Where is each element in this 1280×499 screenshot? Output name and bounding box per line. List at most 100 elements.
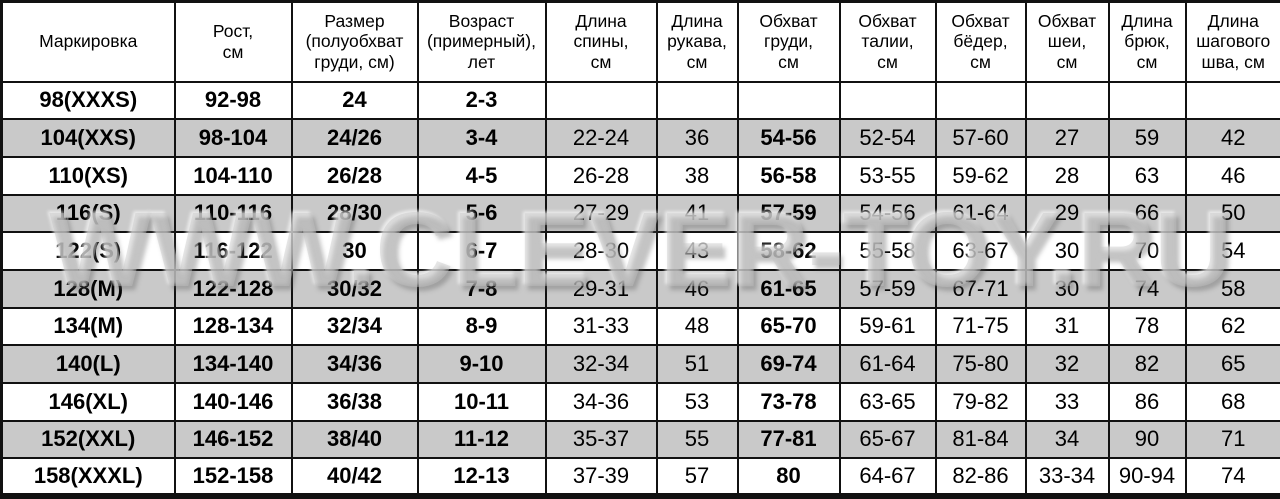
value-cell: 30/32 <box>290 268 419 309</box>
value-cell: 10-11 <box>416 381 547 422</box>
value-cell: 57-59 <box>736 193 841 234</box>
value-cell: 57-59 <box>838 268 937 309</box>
value-cell: 62 <box>1184 306 1280 347</box>
value-cell: 55-58 <box>838 231 937 271</box>
value-cell: 27-29 <box>544 193 658 234</box>
value-cell <box>736 80 841 121</box>
value-cell: 46 <box>1184 155 1280 196</box>
value-cell: 56-58 <box>736 155 841 196</box>
value-cell: 31 <box>1024 306 1110 347</box>
value-cell: 37-39 <box>544 457 658 497</box>
value-cell: 82-86 <box>934 457 1027 497</box>
value-cell: 70 <box>1107 231 1187 271</box>
value-cell: 36/38 <box>290 381 419 422</box>
value-cell: 31-33 <box>544 306 658 347</box>
value-cell: 66 <box>1107 193 1187 234</box>
value-cell: 29 <box>1024 193 1110 234</box>
table-row-152(XXL): 152(XXL) 146-152 38/40 11-12 35-37 55 77-81 65-… <box>0 419 1280 460</box>
value-cell: 51 <box>655 344 739 384</box>
value-cell: 33-34 <box>1024 457 1110 497</box>
row-marking-cell: 104(XXS) <box>0 118 176 158</box>
value-cell: 6-7 <box>416 231 547 271</box>
value-cell: 40/42 <box>290 457 419 497</box>
value-cell: 73-78 <box>736 381 841 422</box>
column-header-5: Длина спины, см <box>544 0 658 83</box>
value-cell: 146-152 <box>173 419 293 460</box>
row-marking-cell: 122(S) <box>0 231 176 271</box>
value-cell: 104-110 <box>173 155 293 196</box>
value-cell: 80 <box>736 457 841 497</box>
value-cell: 59-62 <box>934 155 1027 196</box>
row-marking-cell: 146(XL) <box>0 381 176 422</box>
value-cell: 34-36 <box>544 381 658 422</box>
table-header-row: Маркировка Рост, см Размер (полуобхват гру… <box>0 0 1280 83</box>
value-cell: 71-75 <box>934 306 1027 347</box>
value-cell: 50 <box>1184 193 1280 234</box>
value-cell: 28-30 <box>544 231 658 271</box>
value-cell: 52-54 <box>838 118 937 158</box>
value-cell: 78 <box>1107 306 1187 347</box>
row-marking-cell: 128(M) <box>0 268 176 309</box>
value-cell: 59 <box>1107 118 1187 158</box>
value-cell: 3-4 <box>416 118 547 158</box>
value-cell: 27 <box>1024 118 1110 158</box>
column-header-9: Обхват бёдер, см <box>934 0 1027 83</box>
row-marking-cell: 98(XXXS) <box>0 80 176 121</box>
value-cell <box>934 80 1027 121</box>
value-cell: 24/26 <box>290 118 419 158</box>
value-cell: 9-10 <box>416 344 547 384</box>
column-header-8: Обхват талии, см <box>838 0 937 83</box>
value-cell <box>838 80 937 121</box>
value-cell: 110-116 <box>173 193 293 234</box>
value-cell: 58 <box>1184 268 1280 309</box>
value-cell <box>544 80 658 121</box>
value-cell: 29-31 <box>544 268 658 309</box>
column-header-12: Длина шагового шва, см <box>1184 0 1280 83</box>
value-cell: 74 <box>1107 268 1187 309</box>
value-cell: 63 <box>1107 155 1187 196</box>
value-cell: 57 <box>655 457 739 497</box>
value-cell: 12-13 <box>416 457 547 497</box>
row-marking-cell: 152(XXL) <box>0 419 176 460</box>
value-cell: 5-6 <box>416 193 547 234</box>
value-cell: 140-146 <box>173 381 293 422</box>
value-cell: 98-104 <box>173 118 293 158</box>
column-header-4: Возраст (примерный), лет <box>416 0 547 83</box>
table-row-110(XS): 110(XS) 104-110 26/28 4-5 26-28 38 56-58 53-55 5… <box>0 155 1280 196</box>
value-cell: 90-94 <box>1107 457 1187 497</box>
table-row-134(M): 134(M) 128-134 32/34 8-9 31-33 48 65-70 59-61 71… <box>0 306 1280 347</box>
value-cell: 34/36 <box>290 344 419 384</box>
row-marking-cell: 110(XS) <box>0 155 176 196</box>
value-cell: 152-158 <box>173 457 293 497</box>
value-cell: 54 <box>1184 231 1280 271</box>
value-cell: 38/40 <box>290 419 419 460</box>
value-cell: 30 <box>1024 231 1110 271</box>
value-cell: 26-28 <box>544 155 658 196</box>
value-cell: 77-81 <box>736 419 841 460</box>
value-cell: 11-12 <box>416 419 547 460</box>
value-cell: 64-67 <box>838 457 937 497</box>
value-cell: 42 <box>1184 118 1280 158</box>
value-cell: 46 <box>655 268 739 309</box>
value-cell: 68 <box>1184 381 1280 422</box>
value-cell: 7-8 <box>416 268 547 309</box>
value-cell: 33 <box>1024 381 1110 422</box>
value-cell: 63-65 <box>838 381 937 422</box>
value-cell: 86 <box>1107 381 1187 422</box>
size-table-body: 98(XXXS) 92-98 24 2-3 104(XXS) 98-104 24/26 3-4… <box>0 80 1280 497</box>
table-row-98(XXXS): 98(XXXS) 92-98 24 2-3 <box>0 80 1280 121</box>
table-row-158(XXXL): 158(XXXL) 152-158 40/42 12-13 37-39 57 80 64-67… <box>0 457 1280 497</box>
value-cell: 8-9 <box>416 306 547 347</box>
value-cell: 22-24 <box>544 118 658 158</box>
value-cell <box>1184 80 1280 121</box>
value-cell: 48 <box>655 306 739 347</box>
value-cell: 116-122 <box>173 231 293 271</box>
value-cell <box>1107 80 1187 121</box>
value-cell: 59-61 <box>838 306 937 347</box>
column-header-2: Рост, см <box>173 0 293 83</box>
value-cell: 41 <box>655 193 739 234</box>
value-cell: 61-64 <box>934 193 1027 234</box>
value-cell: 65-70 <box>736 306 841 347</box>
column-header-6: Длина рукава, см <box>655 0 739 83</box>
